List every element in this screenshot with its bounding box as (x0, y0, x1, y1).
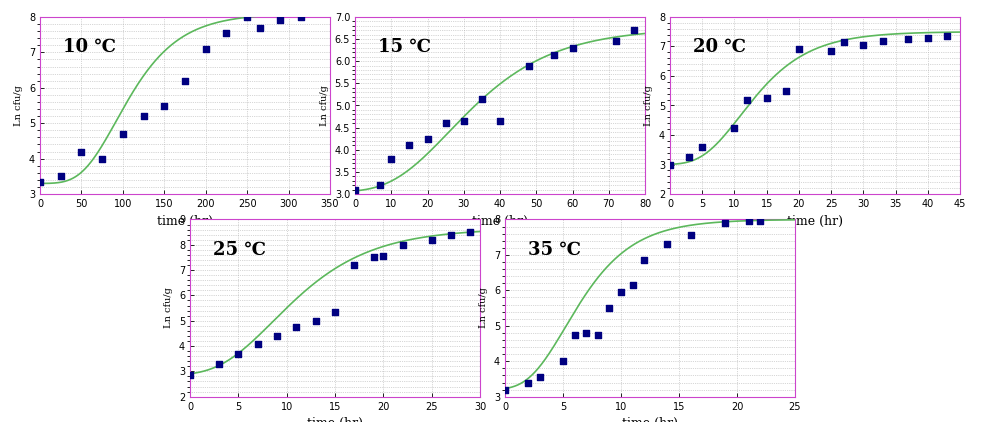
Point (462, 229, 478, 235)
Point (875, 37, 891, 44)
X-axis label: time (hr): time (hr) (787, 214, 843, 227)
Point (520, 379, 536, 386)
Point (401, 142, 417, 149)
Point (366, 254, 382, 261)
Y-axis label: Ln cfu/g: Ln cfu/g (479, 288, 488, 328)
Point (739, 96, 755, 103)
Point (567, 331, 583, 338)
Point (546, 51, 562, 58)
Text: 20 ℃: 20 ℃ (693, 38, 746, 56)
Point (94, 155, 110, 162)
Point (115, 130, 131, 137)
Point (855, 41, 871, 48)
Point (375, 253, 391, 260)
Point (443, 231, 459, 238)
Point (900, 35, 916, 42)
Point (420, 135, 436, 142)
Point (608, 38, 624, 45)
Point (372, 182, 388, 189)
Point (395, 241, 411, 248)
Point (230, 350, 246, 357)
Text: 25 ℃: 25 ℃ (213, 241, 266, 259)
Point (717, 219, 733, 226)
Point (741, 218, 757, 225)
Point (791, 46, 807, 53)
Point (759, 95, 775, 101)
X-axis label: time (hr): time (hr) (622, 417, 678, 422)
Point (327, 308, 343, 315)
Point (73, 148, 89, 155)
Point (564, 44, 580, 51)
Point (198, 46, 214, 52)
Y-axis label: Ln cfu/g: Ln cfu/g (320, 85, 329, 126)
Point (308, 317, 324, 324)
Point (555, 358, 571, 365)
Point (683, 232, 699, 239)
Point (590, 331, 606, 338)
Point (474, 95, 490, 102)
Point (288, 324, 304, 330)
Point (218, 30, 234, 36)
Point (920, 34, 936, 41)
Point (613, 289, 629, 295)
Point (293, 14, 309, 20)
Point (32, 179, 48, 185)
Point (823, 47, 839, 54)
Point (424, 236, 440, 243)
Point (492, 118, 508, 124)
Point (578, 330, 594, 336)
Point (601, 305, 617, 311)
X-axis label: time (hr): time (hr) (472, 214, 528, 227)
Point (211, 360, 227, 367)
Point (272, 17, 288, 24)
Point (681, 154, 697, 160)
Point (239, 14, 255, 20)
Point (659, 241, 675, 248)
Point (456, 118, 472, 124)
Point (177, 77, 193, 84)
Y-axis label: Ln cfu/g: Ln cfu/g (164, 288, 173, 328)
Point (497, 386, 513, 393)
Text: 10 ℃: 10 ℃ (63, 38, 116, 56)
Point (694, 143, 710, 150)
Point (252, 24, 268, 31)
Point (662, 161, 678, 168)
Point (438, 120, 454, 127)
Point (250, 340, 266, 347)
Point (521, 62, 537, 69)
Point (626, 27, 642, 33)
Text: 15 ℃: 15 ℃ (378, 38, 431, 56)
Point (636, 257, 652, 264)
Y-axis label: Ln cfu/g: Ln cfu/g (14, 85, 23, 126)
Point (939, 33, 955, 40)
Point (156, 102, 172, 109)
Point (532, 374, 548, 381)
Point (383, 155, 399, 162)
Point (269, 333, 285, 339)
Point (347, 186, 363, 193)
Point (182, 372, 198, 379)
Point (53, 173, 69, 180)
Point (752, 218, 768, 225)
Point (136, 113, 152, 119)
Point (778, 87, 794, 94)
X-axis label: time (hr): time (hr) (307, 417, 363, 422)
Point (836, 38, 852, 45)
Point (726, 124, 742, 131)
Text: 35 ℃: 35 ℃ (528, 241, 581, 259)
Point (625, 281, 641, 288)
X-axis label: time (hr): time (hr) (157, 214, 213, 227)
Point (346, 262, 362, 268)
Y-axis label: Ln cfu/g: Ln cfu/g (644, 85, 653, 126)
